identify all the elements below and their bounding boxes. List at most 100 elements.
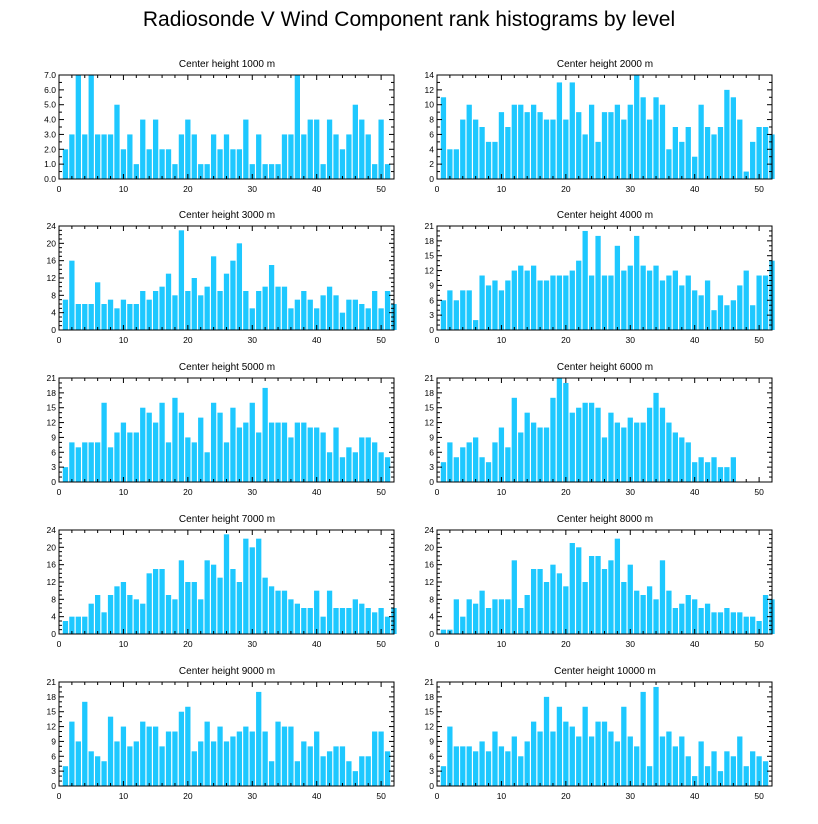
histogram-bar [704, 603, 711, 634]
histogram-bar [133, 599, 139, 634]
histogram-bar [634, 235, 640, 330]
histogram-bar [685, 275, 691, 330]
histogram-bar [582, 582, 588, 634]
histogram-bar [365, 608, 371, 634]
histogram-bar [372, 291, 378, 330]
histogram-bar [69, 442, 75, 482]
y-tick-label: 18 [47, 692, 57, 702]
histogram-bar [294, 75, 300, 179]
histogram-bar [743, 171, 749, 179]
histogram-bar [204, 452, 210, 482]
y-tick-label: 15 [425, 707, 435, 717]
histogram-bar [672, 746, 678, 786]
y-tick-label: 20 [47, 542, 57, 552]
histogram-bar [146, 573, 152, 634]
histogram-bar [114, 741, 120, 786]
x-tick-label: 40 [690, 335, 700, 345]
y-tick-label: 0.0 [44, 174, 56, 184]
x-tick-label: 0 [435, 639, 440, 649]
histogram-bar [146, 149, 152, 179]
histogram-bar [236, 149, 243, 179]
histogram-bar [165, 273, 172, 330]
histogram-bar [82, 134, 88, 179]
histogram-bar [185, 291, 191, 330]
histogram-bar [653, 97, 659, 179]
histogram-bar [479, 590, 485, 634]
histogram-bar [372, 164, 378, 179]
histogram-bar [223, 442, 230, 482]
histogram-bar [75, 616, 81, 634]
histogram-bar [365, 437, 371, 482]
histogram-bar [698, 104, 704, 179]
histogram-bar [326, 590, 333, 634]
histogram-panel: 0 10 20 30 40 50 0 3 6 9 12 15 18 21 [47, 373, 395, 497]
histogram-bar [82, 304, 88, 330]
x-tick-label: 50 [376, 791, 386, 801]
histogram-bar [569, 412, 575, 482]
histogram-bar [133, 741, 139, 786]
histogram-bar [518, 104, 524, 179]
histogram-bar [178, 412, 185, 482]
histogram-bar [453, 746, 459, 786]
x-tick-label: 0 [57, 184, 62, 194]
histogram-bar [191, 278, 197, 330]
panel-title: Center height 8000 m [556, 514, 654, 525]
histogram-panel: 0 10 20 30 40 50 0 2 4 6 8 10 12 14 [425, 70, 775, 194]
histogram-bar [120, 726, 127, 786]
histogram-bar [198, 417, 204, 482]
histogram-bar [646, 586, 653, 634]
histogram-bar [479, 457, 485, 482]
y-tick-label: 8 [51, 290, 56, 300]
y-tick-label: 0 [51, 781, 56, 791]
histogram-bar [730, 756, 736, 786]
histogram-bar [223, 134, 230, 179]
histogram-bar [762, 595, 769, 634]
histogram-bar [223, 534, 230, 634]
histogram-bar [460, 119, 466, 179]
histogram-bar [178, 230, 185, 330]
histogram-bar [634, 422, 640, 482]
histogram-bar [107, 716, 114, 786]
histogram-bar [692, 599, 698, 634]
histogram-bar [492, 731, 498, 786]
histogram-bar [262, 577, 268, 634]
histogram-bar [679, 141, 685, 179]
histogram-bar [692, 156, 698, 179]
histogram-bar [256, 134, 262, 179]
histogram-bar [711, 612, 717, 634]
x-tick-label: 30 [248, 335, 258, 345]
histogram-bar [730, 300, 736, 330]
histogram-bar [95, 134, 101, 179]
y-tick-label: 15 [425, 251, 435, 261]
histogram-bar [223, 741, 230, 786]
histogram-bar [249, 402, 255, 482]
y-tick-label: 0 [429, 781, 434, 791]
histogram-bar [473, 603, 479, 634]
x-tick-label: 10 [119, 639, 129, 649]
x-tick-label: 0 [435, 184, 440, 194]
histogram-bar [640, 595, 646, 634]
histogram-bar [698, 741, 704, 786]
x-tick-label: 40 [312, 335, 322, 345]
histogram-bar [384, 751, 391, 786]
histogram-bar [359, 603, 365, 634]
histogram-bar [339, 312, 346, 330]
histogram-bar [262, 731, 268, 786]
histogram-bar [466, 104, 472, 179]
histogram-bar [659, 736, 666, 786]
histogram-bar [588, 736, 595, 786]
histogram-bar [127, 134, 133, 179]
histogram-bar [717, 467, 724, 482]
x-tick-label: 40 [312, 184, 322, 194]
histogram-bar [698, 457, 704, 482]
histogram-bar [301, 134, 307, 179]
y-tick-label: 6 [429, 447, 434, 457]
histogram-bar [185, 437, 191, 482]
histogram-bar [627, 736, 633, 786]
x-tick-label: 20 [561, 335, 571, 345]
x-tick-label: 10 [119, 184, 129, 194]
histogram-bar [140, 407, 146, 482]
histogram-bar [653, 599, 659, 634]
histogram-bar [511, 397, 517, 482]
